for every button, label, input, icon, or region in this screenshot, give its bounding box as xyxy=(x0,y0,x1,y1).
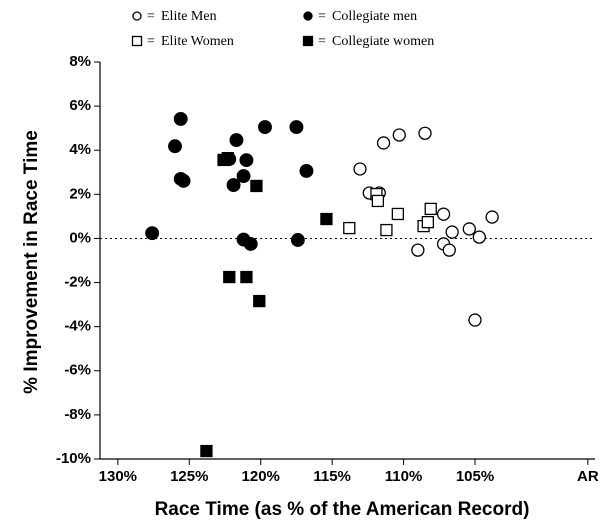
point xyxy=(253,294,266,308)
legend-label: Elite Men xyxy=(161,9,217,24)
legend-label: Elite Women xyxy=(161,34,234,49)
point xyxy=(236,169,251,183)
point xyxy=(250,179,263,193)
x-tick-label: 115% xyxy=(313,468,351,485)
point xyxy=(353,162,367,176)
y-tick-label: 4% xyxy=(69,141,91,158)
point xyxy=(391,207,405,221)
point xyxy=(392,128,406,142)
point xyxy=(411,243,425,257)
point xyxy=(290,233,305,247)
x-tick-label: 110% xyxy=(385,468,423,485)
x-tick-label: 125% xyxy=(170,468,208,485)
point xyxy=(221,152,235,165)
point xyxy=(299,164,314,178)
y-tick-label: -4% xyxy=(64,318,91,335)
point xyxy=(173,111,188,126)
point xyxy=(239,153,254,168)
x-tick-label: 105% xyxy=(456,468,494,485)
point xyxy=(258,120,272,135)
y-tick-label: -10% xyxy=(56,450,91,467)
point xyxy=(462,222,476,236)
point xyxy=(445,225,459,239)
point xyxy=(176,173,191,188)
point xyxy=(289,120,304,135)
x-tick-label: 120% xyxy=(242,468,280,485)
y-tick-label: 6% xyxy=(69,97,91,114)
legend-separator: = xyxy=(318,34,326,49)
x-tick-label: AR xyxy=(577,468,599,485)
point xyxy=(240,270,253,284)
legend-label: Collegiate men xyxy=(332,9,417,24)
point xyxy=(418,126,432,140)
legend-marker xyxy=(132,11,142,21)
point xyxy=(485,210,499,224)
y-tick-label: 0% xyxy=(69,229,91,246)
point xyxy=(376,136,391,150)
x-axis-title: Race Time (as % of the American Record) xyxy=(155,499,530,520)
y-tick-label: -2% xyxy=(64,274,91,291)
point xyxy=(168,139,182,154)
point xyxy=(442,243,456,257)
x-tick-label: 130% xyxy=(99,468,137,485)
y-tick-label: -6% xyxy=(64,362,91,379)
legend-marker xyxy=(303,11,313,21)
y-tick-label: -8% xyxy=(64,406,91,423)
legend-separator: = xyxy=(147,34,155,49)
point xyxy=(371,194,385,208)
point xyxy=(472,230,486,244)
point xyxy=(424,202,437,216)
point xyxy=(343,221,356,235)
legend-label: Collegiate women xyxy=(332,34,434,49)
point xyxy=(200,444,213,458)
point xyxy=(226,178,241,193)
legend-marker xyxy=(302,35,314,47)
legend-separator: = xyxy=(318,9,326,24)
y-axis-title: % Improvement in Race Time xyxy=(21,130,42,394)
y-tick-label: 8% xyxy=(69,53,91,70)
y-tick-label: 2% xyxy=(69,185,91,202)
point xyxy=(223,270,236,284)
point xyxy=(229,133,244,148)
point xyxy=(436,207,451,221)
point xyxy=(145,226,160,241)
point xyxy=(468,313,482,327)
legend-marker xyxy=(131,35,143,47)
point xyxy=(243,237,258,251)
point xyxy=(380,223,393,237)
point xyxy=(320,212,333,226)
legend-separator: = xyxy=(147,9,155,24)
point xyxy=(421,215,435,229)
